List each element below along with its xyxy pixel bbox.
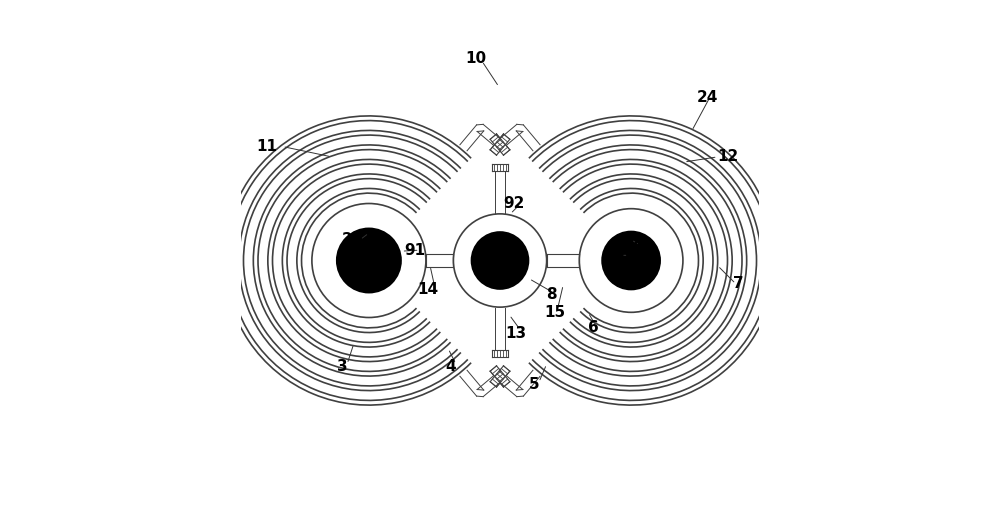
Text: 7: 7 bbox=[733, 276, 744, 291]
Circle shape bbox=[579, 209, 683, 312]
Text: 8: 8 bbox=[547, 287, 557, 302]
Text: 21: 21 bbox=[342, 232, 363, 247]
Text: 5: 5 bbox=[529, 377, 540, 392]
Circle shape bbox=[602, 231, 660, 290]
Circle shape bbox=[453, 214, 547, 307]
Text: 12: 12 bbox=[717, 150, 739, 164]
Circle shape bbox=[337, 228, 401, 293]
Text: 15: 15 bbox=[544, 305, 565, 320]
Text: 3: 3 bbox=[337, 359, 347, 374]
Text: 13: 13 bbox=[505, 326, 526, 341]
Text: 10: 10 bbox=[465, 51, 486, 66]
Text: 14: 14 bbox=[417, 281, 438, 296]
Text: 4: 4 bbox=[445, 359, 456, 374]
Text: 22: 22 bbox=[629, 238, 651, 253]
Text: 6: 6 bbox=[588, 320, 599, 336]
Text: 24: 24 bbox=[697, 90, 718, 105]
Text: 91: 91 bbox=[404, 243, 425, 258]
Text: 92: 92 bbox=[503, 196, 525, 211]
Circle shape bbox=[471, 232, 529, 289]
Circle shape bbox=[312, 204, 426, 317]
Text: 11: 11 bbox=[256, 139, 277, 154]
Text: 93: 93 bbox=[614, 248, 635, 263]
